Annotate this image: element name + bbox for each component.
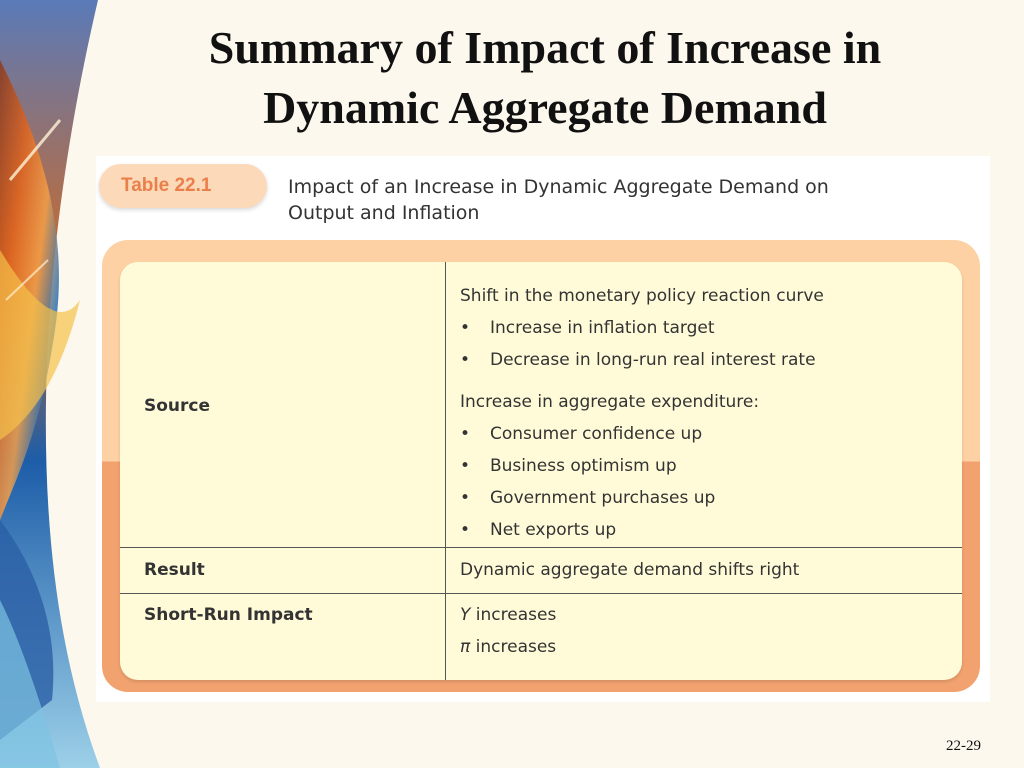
row-label-result: Result — [144, 560, 205, 580]
output-symbol: Y — [460, 605, 471, 625]
table-figure: Table 22.1 Impact of an Increase in Dyna… — [96, 156, 990, 702]
list-item: Business optimism up — [460, 450, 824, 482]
source-group-heading: Increase in aggregate expenditure: — [460, 392, 760, 412]
table-caption-line-1: Impact of an Increase in Dynamic Aggrega… — [288, 176, 829, 198]
short-run-impact-value: Y increases π increases — [460, 599, 556, 663]
page-number: 22-29 — [946, 738, 981, 754]
slide-title: Summary of Impact of Increase in Dynamic… — [120, 18, 970, 138]
row-divider — [120, 547, 962, 548]
table-caption: Impact of an Increase in Dynamic Aggrega… — [288, 174, 908, 226]
inflation-impact-text: increases — [470, 637, 557, 657]
list-item: Increase in inflation target — [460, 312, 824, 344]
row-divider — [120, 593, 962, 594]
impact-table: Source Shift in the monetary policy reac… — [120, 262, 962, 680]
list-item: Consumer confidence up — [460, 418, 824, 450]
column-divider — [445, 262, 446, 680]
table-frame: Source Shift in the monetary policy reac… — [102, 240, 980, 692]
decorative-side-artwork — [0, 0, 100, 768]
slide-title-line-2: Dynamic Aggregate Demand — [263, 82, 827, 133]
row-label-short-run-impact: Short-Run Impact — [144, 605, 313, 625]
inflation-symbol: π — [460, 637, 471, 657]
result-value: Dynamic aggregate demand shifts right — [460, 560, 800, 580]
inflation-impact: π increases — [460, 631, 556, 663]
slide-title-line-1: Summary of Impact of Increase in — [208, 22, 882, 73]
list-item: Government purchases up — [460, 482, 824, 514]
list-item: Net exports up — [460, 514, 824, 546]
output-impact: Y increases — [460, 599, 556, 631]
row-label-source: Source — [144, 396, 211, 416]
list-item: Decrease in long-run real interest rate — [460, 344, 824, 376]
output-impact-text: increases — [470, 605, 557, 625]
table-number-tab: Table 22.1 — [99, 164, 267, 208]
source-value-cell: Shift in the monetary policy reaction cu… — [460, 280, 824, 546]
table-caption-line-2: Output and Inflation — [288, 202, 480, 224]
source-group-heading: Shift in the monetary policy reaction cu… — [460, 286, 824, 306]
